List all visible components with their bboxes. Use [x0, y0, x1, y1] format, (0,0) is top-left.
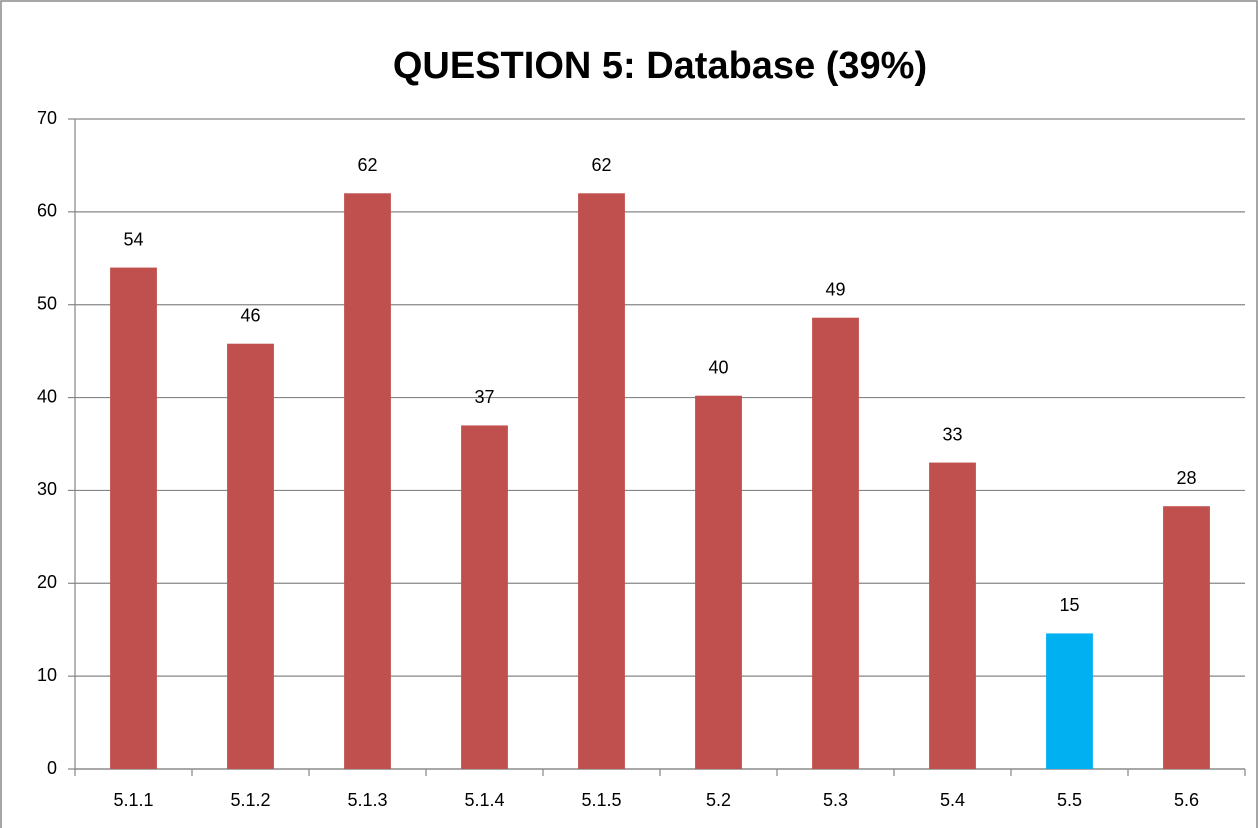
y-tick-label: 40: [37, 386, 57, 406]
data-label: 49: [825, 279, 845, 299]
chart-title: QUESTION 5: Database (39%): [393, 45, 927, 87]
bar: [227, 343, 274, 769]
x-tick-label: 5.3: [823, 790, 848, 810]
bar: [110, 267, 157, 769]
data-label: 37: [474, 387, 494, 407]
y-tick-label: 0: [47, 758, 57, 778]
bar: [344, 193, 391, 770]
data-label: 33: [942, 424, 962, 444]
y-tick-label: 50: [37, 293, 57, 313]
x-tick-label: 5.2: [706, 790, 731, 810]
x-tick-label: 5.4: [940, 790, 965, 810]
bar: [1163, 506, 1210, 769]
data-label: 15: [1059, 595, 1079, 615]
x-tick-label: 5.6: [1174, 790, 1199, 810]
data-label: 46: [240, 305, 260, 325]
x-tick-label: 5.1.5: [581, 790, 621, 810]
y-tick-label: 10: [37, 665, 57, 685]
data-label: 62: [357, 155, 377, 175]
bar: [1046, 633, 1093, 769]
x-tick-label: 5.5: [1057, 790, 1082, 810]
x-tick-label: 5.1.3: [347, 790, 387, 810]
bar: [461, 425, 508, 769]
data-label: 62: [591, 155, 611, 175]
bar: [929, 462, 976, 769]
y-tick-label: 20: [37, 572, 57, 592]
data-label: 54: [123, 229, 143, 249]
data-label: 40: [708, 357, 728, 377]
bar: [695, 395, 742, 769]
x-tick-label: 5.1.1: [113, 790, 153, 810]
y-tick-label: 60: [37, 201, 57, 221]
y-tick-label: 70: [37, 108, 57, 128]
y-tick-label: 30: [37, 479, 57, 499]
x-tick-label: 5.1.4: [464, 790, 504, 810]
bar: [812, 317, 859, 769]
data-label: 28: [1176, 468, 1196, 488]
x-tick-label: 5.1.2: [230, 790, 270, 810]
bar: [578, 193, 625, 770]
